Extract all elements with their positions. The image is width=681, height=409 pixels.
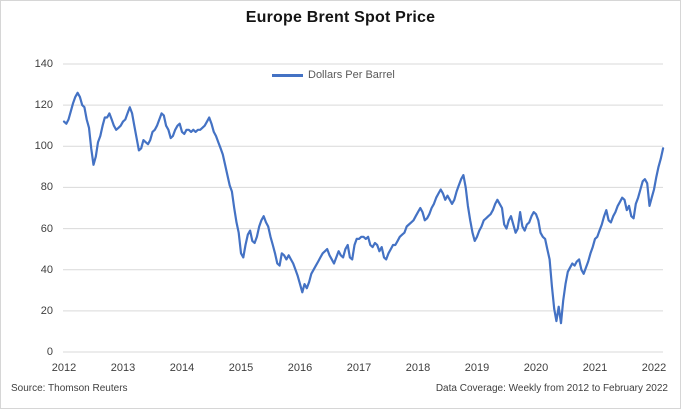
source-note: Source: Thomson Reuters bbox=[11, 383, 128, 394]
x-axis-tick-label: 2019 bbox=[464, 362, 490, 374]
x-axis-tick-label: 2022 bbox=[641, 362, 667, 374]
legend-line-sample bbox=[272, 73, 303, 77]
x-axis-tick-label: 2021 bbox=[582, 362, 608, 374]
x-axis-tick-label: 2013 bbox=[110, 362, 136, 374]
y-axis-tick-label: 100 bbox=[34, 140, 53, 153]
y-axis-tick-label: 140 bbox=[34, 58, 53, 70]
y-axis-tick-label: 0 bbox=[46, 346, 53, 358]
x-axis-tick-label: 2012 bbox=[51, 362, 77, 374]
x-axis-tick-label: 2018 bbox=[405, 362, 431, 374]
y-axis-tick-label: 120 bbox=[34, 99, 53, 112]
x-axis-tick-label: 2020 bbox=[523, 362, 549, 374]
x-axis-tick-label: 2016 bbox=[287, 362, 313, 374]
y-axis-tick-label: 40 bbox=[40, 263, 53, 276]
x-axis-tick-label: 2015 bbox=[228, 362, 254, 374]
legend-label: Dollars Per Barrel bbox=[308, 69, 395, 81]
legend: Dollars Per Barrel bbox=[272, 68, 395, 82]
x-axis-tick-label: 2014 bbox=[169, 362, 195, 374]
price-series-line bbox=[62, 91, 665, 325]
y-axis-tick-label: 20 bbox=[40, 304, 53, 317]
x-axis-tick-label: 2017 bbox=[346, 362, 372, 374]
y-axis-tick-label: 60 bbox=[40, 222, 53, 235]
y-axis-tick-label: 80 bbox=[40, 181, 53, 194]
chart-title: Europe Brent Spot Price bbox=[245, 9, 436, 26]
data-coverage-note: Data Coverage: Weekly from 2012 to Febru… bbox=[435, 383, 668, 394]
